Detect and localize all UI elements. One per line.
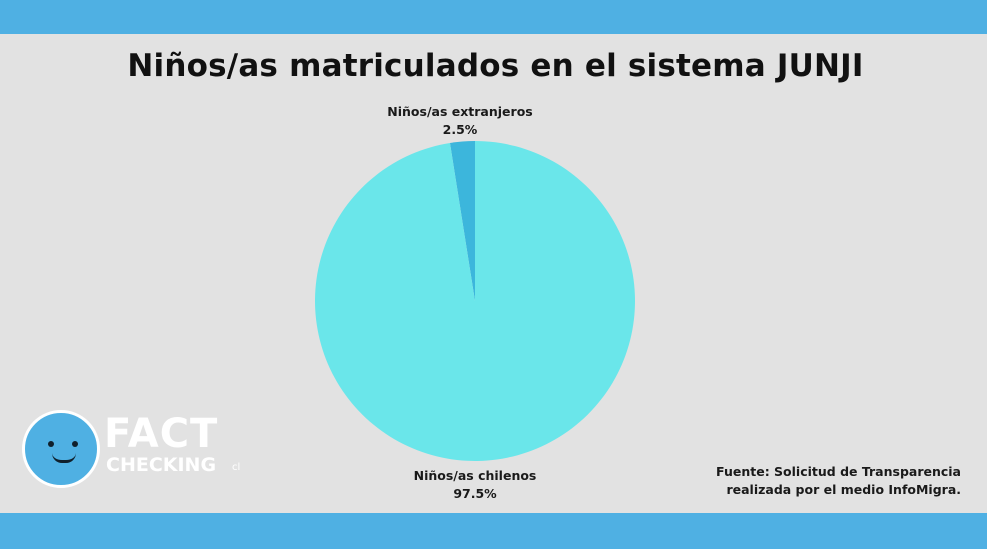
right-edge: [987, 0, 991, 549]
top-band: [0, 0, 991, 34]
logo-brand-suffix: cl: [232, 462, 241, 473]
factchecking-logo: FACT CHECKING cl: [22, 410, 252, 490]
source-line-1: Fuente: Solicitud de Transparencia: [716, 464, 961, 479]
logo-left-eye: [48, 441, 54, 447]
pie-slice-chilenos: [315, 141, 636, 461]
source-note: Fuente: Solicitud de Transparencia reali…: [716, 463, 961, 499]
pie-slice-extranjeros: [449, 141, 475, 301]
slice-label-extranjeros-name: Niños/as extranjeros: [387, 104, 532, 119]
chart-title: Niños/as matriculados en el sistema JUNJ…: [127, 48, 864, 84]
slice-label-extranjeros-value: 2.5%: [443, 122, 478, 137]
logo-mouth: [52, 453, 76, 463]
logo-brand-line-1: FACT: [104, 411, 219, 457]
logo-brand-line-2: CHECKING: [106, 454, 217, 476]
slice-label-chilenos-value: 97.5%: [453, 486, 497, 501]
slice-label-chilenos-name: Niños/as chilenos: [414, 468, 537, 483]
source-line-2: realizada por el medio InfoMigra.: [726, 482, 961, 497]
logo-right-eye: [72, 441, 78, 447]
bottom-band: [0, 513, 991, 549]
smiley-face-icon: [22, 410, 100, 488]
